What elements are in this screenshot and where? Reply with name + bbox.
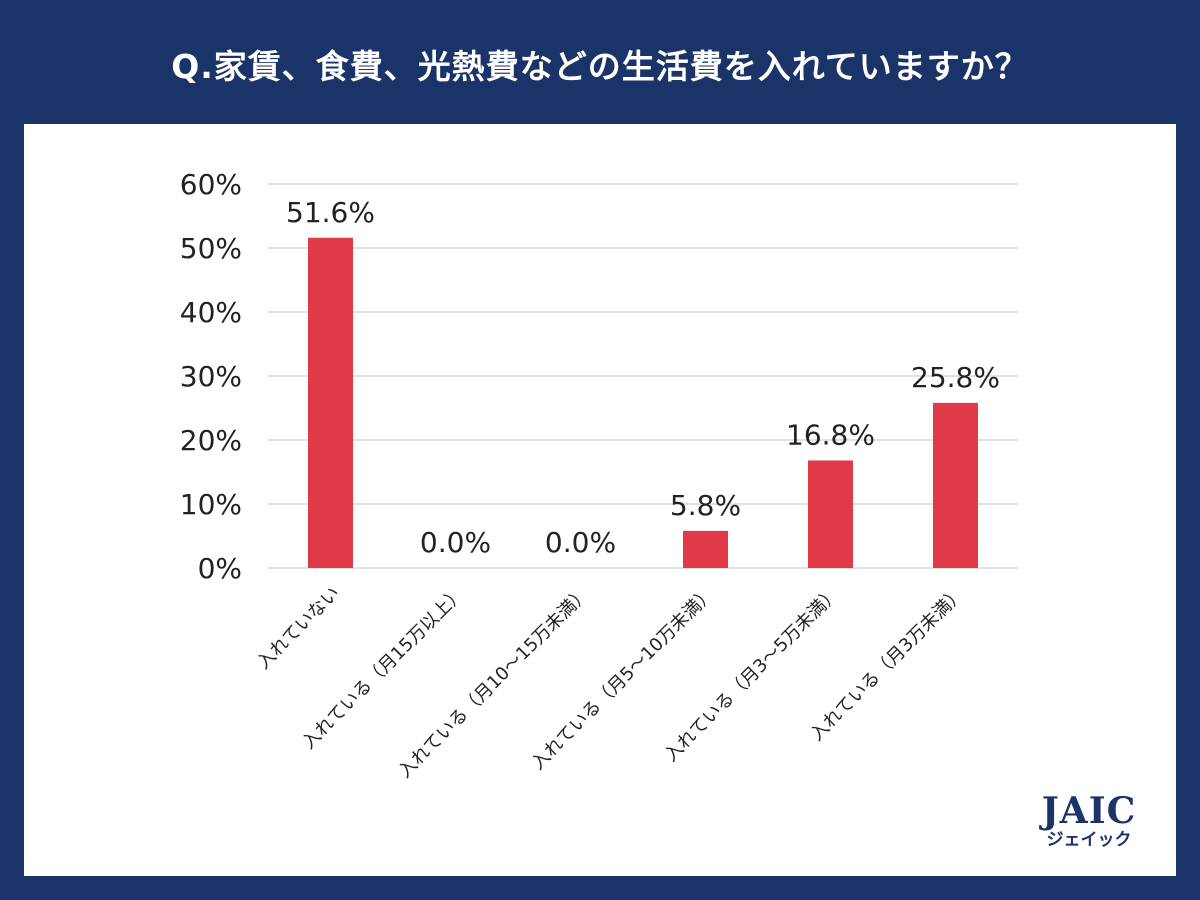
data-label: 5.8% <box>670 489 741 522</box>
data-label: 0.0% <box>545 526 616 559</box>
bar-chart: 0%10%20%30%40%50%60%51.6%入れていない0.0%入れている… <box>180 168 1018 782</box>
y-tick-label: 50% <box>180 232 242 265</box>
data-label: 25.8% <box>911 361 1000 394</box>
bar <box>308 237 353 568</box>
bar <box>808 460 853 568</box>
data-label: 51.6% <box>286 196 375 229</box>
chart-panel: 0% 10% 20% 30% 40% 50% 60% 51.6% 入れていない 0.0% 入れている… <box>24 124 1176 876</box>
y-tick-label: 60% <box>180 168 242 201</box>
x-tick-label: 入れていない <box>253 583 344 674</box>
y-tick-label: 20% <box>180 424 242 457</box>
logo-text: JAIC <box>1041 790 1137 832</box>
data-label: 16.8% <box>786 418 875 451</box>
logo-subtext: ジェイック <box>1046 830 1132 850</box>
y-tick-label: 40% <box>180 296 242 329</box>
y-tick-label: 10% <box>180 488 242 521</box>
bar <box>683 530 728 568</box>
data-label: 0.0% <box>420 526 491 559</box>
bar <box>933 402 978 568</box>
y-tick-label: 0% <box>198 552 242 585</box>
y-tick-label: 30% <box>180 360 242 393</box>
jaic-logo: JAIC ジェイック <box>1034 792 1144 850</box>
page-title: Q.家賃、食費、光熱費などの生活費を入れていますか？ <box>171 47 1029 86</box>
